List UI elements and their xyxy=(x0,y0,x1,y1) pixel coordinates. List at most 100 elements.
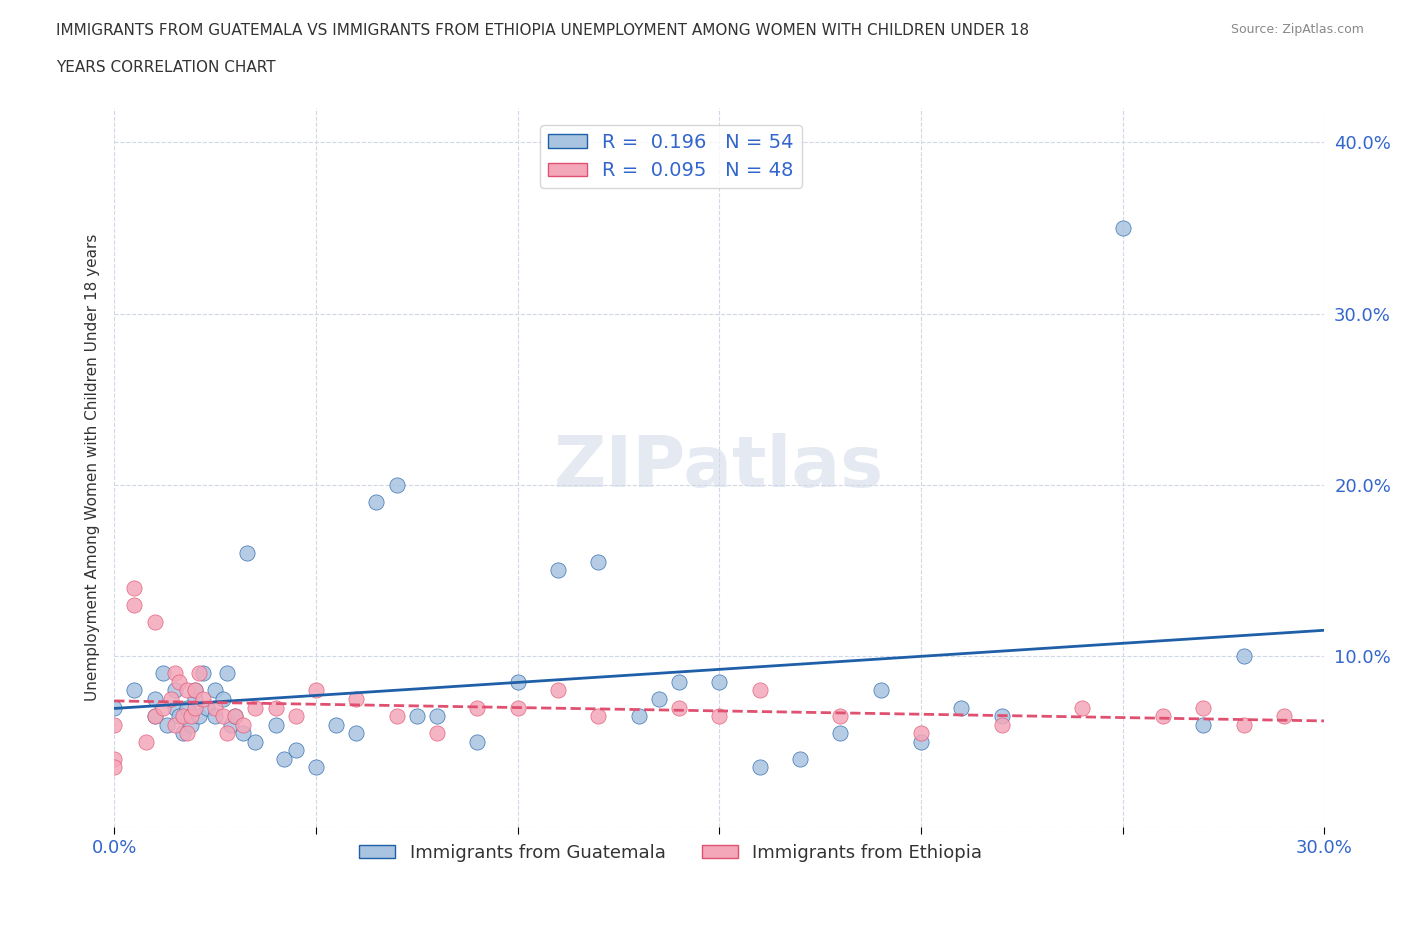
Point xyxy=(124,683,146,698)
Point xyxy=(1112,220,1135,235)
Y-axis label: Unemployment Among Women with Children Under 18 years: Unemployment Among Women with Children U… xyxy=(86,234,100,701)
Point xyxy=(184,683,207,698)
Point xyxy=(236,546,259,561)
Legend: Immigrants from Guatemala, Immigrants from Ethiopia: Immigrants from Guatemala, Immigrants fr… xyxy=(352,836,990,869)
Point xyxy=(212,709,235,724)
Point xyxy=(135,735,157,750)
Point xyxy=(184,683,207,698)
Point xyxy=(1272,709,1295,724)
Point xyxy=(648,692,671,707)
Point xyxy=(163,717,186,732)
Point xyxy=(204,700,226,715)
Point xyxy=(180,717,202,732)
Point xyxy=(305,760,328,775)
Point xyxy=(668,674,690,689)
Point xyxy=(709,674,731,689)
Point xyxy=(187,666,209,681)
Point xyxy=(103,751,125,766)
Point xyxy=(426,709,449,724)
Point xyxy=(264,700,287,715)
Point xyxy=(195,700,218,715)
Point xyxy=(344,725,367,740)
Point xyxy=(184,700,207,715)
Point xyxy=(588,709,610,724)
Point xyxy=(191,692,214,707)
Point xyxy=(245,700,267,715)
Text: IMMIGRANTS FROM GUATEMALA VS IMMIGRANTS FROM ETHIOPIA UNEMPLOYMENT AMONG WOMEN W: IMMIGRANTS FROM GUATEMALA VS IMMIGRANTS … xyxy=(56,23,1029,38)
Point xyxy=(176,683,198,698)
Point xyxy=(163,700,186,715)
Point xyxy=(950,700,973,715)
Point xyxy=(273,751,295,766)
Point xyxy=(124,597,146,612)
Point xyxy=(143,709,166,724)
Point xyxy=(385,709,408,724)
Point xyxy=(869,683,891,698)
Point xyxy=(103,760,125,775)
Point xyxy=(627,709,650,724)
Point xyxy=(143,709,166,724)
Text: ZIPatlas: ZIPatlas xyxy=(554,433,884,502)
Point xyxy=(748,683,770,698)
Point xyxy=(305,683,328,698)
Point xyxy=(547,683,569,698)
Point xyxy=(232,717,254,732)
Point xyxy=(1071,700,1094,715)
Point xyxy=(219,717,242,732)
Point xyxy=(465,735,488,750)
Point xyxy=(184,692,207,707)
Point xyxy=(344,692,367,707)
Point xyxy=(426,725,449,740)
Point xyxy=(187,709,209,724)
Point xyxy=(143,615,166,630)
Point xyxy=(217,725,239,740)
Point xyxy=(204,683,226,698)
Point xyxy=(172,725,194,740)
Point xyxy=(789,751,811,766)
Point xyxy=(163,683,186,698)
Point xyxy=(224,709,246,724)
Point xyxy=(191,666,214,681)
Point xyxy=(990,717,1012,732)
Point xyxy=(506,674,529,689)
Point xyxy=(284,743,307,758)
Point xyxy=(176,700,198,715)
Point xyxy=(748,760,770,775)
Point xyxy=(204,709,226,724)
Point xyxy=(1192,700,1215,715)
Point xyxy=(668,700,690,715)
Text: YEARS CORRELATION CHART: YEARS CORRELATION CHART xyxy=(56,60,276,75)
Point xyxy=(172,709,194,724)
Point xyxy=(176,725,198,740)
Point xyxy=(217,666,239,681)
Point xyxy=(709,709,731,724)
Point xyxy=(103,700,125,715)
Point xyxy=(506,700,529,715)
Point xyxy=(143,692,166,707)
Point xyxy=(325,717,347,732)
Point xyxy=(1233,648,1256,663)
Point xyxy=(385,477,408,492)
Point xyxy=(124,580,146,595)
Point xyxy=(224,709,246,724)
Point xyxy=(366,495,388,510)
Point xyxy=(465,700,488,715)
Point xyxy=(1233,717,1256,732)
Point xyxy=(588,554,610,569)
Point xyxy=(180,709,202,724)
Point xyxy=(167,674,190,689)
Point xyxy=(910,735,932,750)
Text: Source: ZipAtlas.com: Source: ZipAtlas.com xyxy=(1230,23,1364,36)
Point xyxy=(1152,709,1174,724)
Point xyxy=(103,717,125,732)
Point xyxy=(990,709,1012,724)
Point xyxy=(1192,717,1215,732)
Point xyxy=(167,709,190,724)
Point xyxy=(245,735,267,750)
Point xyxy=(547,563,569,578)
Point xyxy=(284,709,307,724)
Point xyxy=(232,725,254,740)
Point xyxy=(163,666,186,681)
Point xyxy=(264,717,287,732)
Point xyxy=(156,717,179,732)
